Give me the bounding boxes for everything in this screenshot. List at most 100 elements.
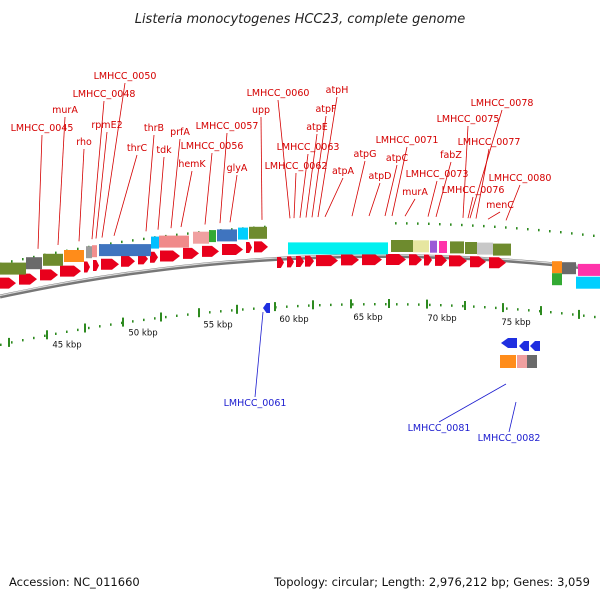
- major-tick: [236, 304, 238, 314]
- inner-tick-ring: [55, 332, 57, 335]
- major-tick: [8, 337, 10, 347]
- inner-tick-ring: [22, 339, 24, 342]
- outer-tick-ring: [593, 234, 595, 237]
- inner-tick-ring: [495, 306, 497, 310]
- category-box: [64, 250, 84, 262]
- forward-gene-arrow: [316, 255, 338, 267]
- gene-leader-line: [95, 131, 108, 239]
- inner-tick-ring: [506, 307, 508, 310]
- inner-tick-ring: [418, 303, 420, 306]
- inner-tick-ring: [88, 326, 90, 330]
- category-box: [465, 242, 477, 254]
- category-box: [0, 262, 26, 275]
- gene-label: LMHCC_0056: [181, 141, 244, 152]
- outer-tick-ring: [450, 223, 452, 226]
- forward-gene-arrow: [341, 254, 359, 266]
- major-tick: [540, 306, 542, 316]
- inner-tick-ring: [330, 303, 332, 307]
- gene-label: atpC: [386, 153, 409, 164]
- gene-leader-line: [311, 115, 327, 218]
- gene-label: LMHCC_0082: [478, 433, 541, 444]
- gene-leader-line: [487, 211, 501, 220]
- category-box: [193, 231, 209, 244]
- inner-tick-ring: [352, 303, 354, 306]
- inner-tick-ring: [429, 303, 431, 307]
- inner-tick-ring: [11, 341, 13, 344]
- gene-label: atpG: [354, 149, 377, 160]
- gene-label: LMHCC_0062: [265, 161, 328, 172]
- gene-leader-line: [254, 311, 264, 398]
- inner-tick-ring: [539, 310, 541, 313]
- gene-label: LMHCC_0077: [458, 137, 521, 148]
- reverse-gene-arrow: [263, 303, 270, 313]
- outer-tick-ring: [176, 233, 178, 236]
- major-tick: [312, 300, 314, 310]
- gene-label: tdk: [156, 145, 172, 156]
- major-tick: [502, 303, 504, 313]
- major-tick: [84, 323, 86, 333]
- outer-tick-ring: [121, 240, 123, 244]
- inner-tick-ring: [440, 304, 442, 307]
- category-box: [552, 261, 562, 274]
- inner-tick-ring: [253, 307, 255, 310]
- inner-tick-ring: [242, 308, 244, 311]
- category-box: [391, 240, 413, 252]
- category-box: [527, 355, 537, 368]
- outer-tick-ring: [571, 232, 573, 235]
- category-box: [439, 241, 447, 253]
- gene-label: murA: [52, 105, 78, 116]
- gene-label: atpD: [369, 171, 392, 182]
- gene-leader-line: [469, 109, 503, 219]
- gene-leader-line: [157, 156, 165, 230]
- reverse-gene-arrow: [501, 338, 517, 348]
- inner-tick-ring: [154, 317, 156, 320]
- gene-label: atpH: [326, 85, 349, 96]
- outer-tick-ring: [494, 225, 496, 228]
- gene-leader-line: [229, 174, 238, 223]
- inner-tick-ring: [517, 308, 519, 311]
- outer-tick-ring: [516, 227, 518, 230]
- gene-label: LMHCC_0078: [471, 98, 534, 109]
- inner-tick-ring: [209, 311, 211, 314]
- outer-tick-ring: [11, 260, 13, 263]
- gene-label: LMHCC_0061: [224, 398, 287, 409]
- gene-leader-line: [101, 82, 126, 238]
- gene-label: prfA: [170, 127, 190, 138]
- outer-tick-ring: [417, 222, 419, 225]
- forward-gene-arrow: [93, 260, 99, 272]
- forward-gene-arrow: [40, 269, 58, 281]
- gene-leader-line: [404, 198, 416, 217]
- forward-gene-arrow: [386, 254, 406, 266]
- major-tick: [464, 301, 466, 310]
- inner-tick-ring: [451, 304, 453, 307]
- category-box: [552, 273, 562, 286]
- category-box: [43, 253, 63, 266]
- inner-tick-ring: [66, 330, 68, 333]
- inner-tick-ring: [33, 336, 35, 340]
- category-box: [26, 257, 42, 270]
- forward-gene-arrow: [287, 256, 294, 268]
- gene-leader-line: [113, 154, 138, 236]
- kbp-label: 70 kbp: [427, 314, 456, 324]
- category-box: [209, 230, 216, 243]
- outer-tick-ring: [505, 226, 507, 229]
- forward-gene-arrow: [202, 245, 219, 257]
- gene-leader-line: [384, 164, 398, 217]
- outer-tick-ring: [132, 239, 134, 242]
- gene-label: upp: [252, 105, 270, 116]
- gene-leader-line: [391, 146, 408, 217]
- inner-tick-ring: [473, 305, 475, 308]
- forward-gene-arrow: [449, 255, 467, 267]
- outer-tick-ring: [406, 222, 408, 225]
- category-box: [238, 227, 248, 240]
- inner-tick-ring: [462, 304, 464, 308]
- gene-leader-line: [467, 196, 474, 219]
- outer-tick-ring: [461, 223, 463, 227]
- gene-label: LMHCC_0076: [442, 185, 505, 196]
- inner-tick-ring: [572, 313, 574, 316]
- inner-tick-ring: [121, 321, 123, 325]
- gene-label: fabZ: [440, 150, 462, 161]
- outer-tick-ring: [143, 237, 145, 241]
- forward-gene-arrow: [222, 243, 243, 255]
- category-box: [151, 236, 159, 249]
